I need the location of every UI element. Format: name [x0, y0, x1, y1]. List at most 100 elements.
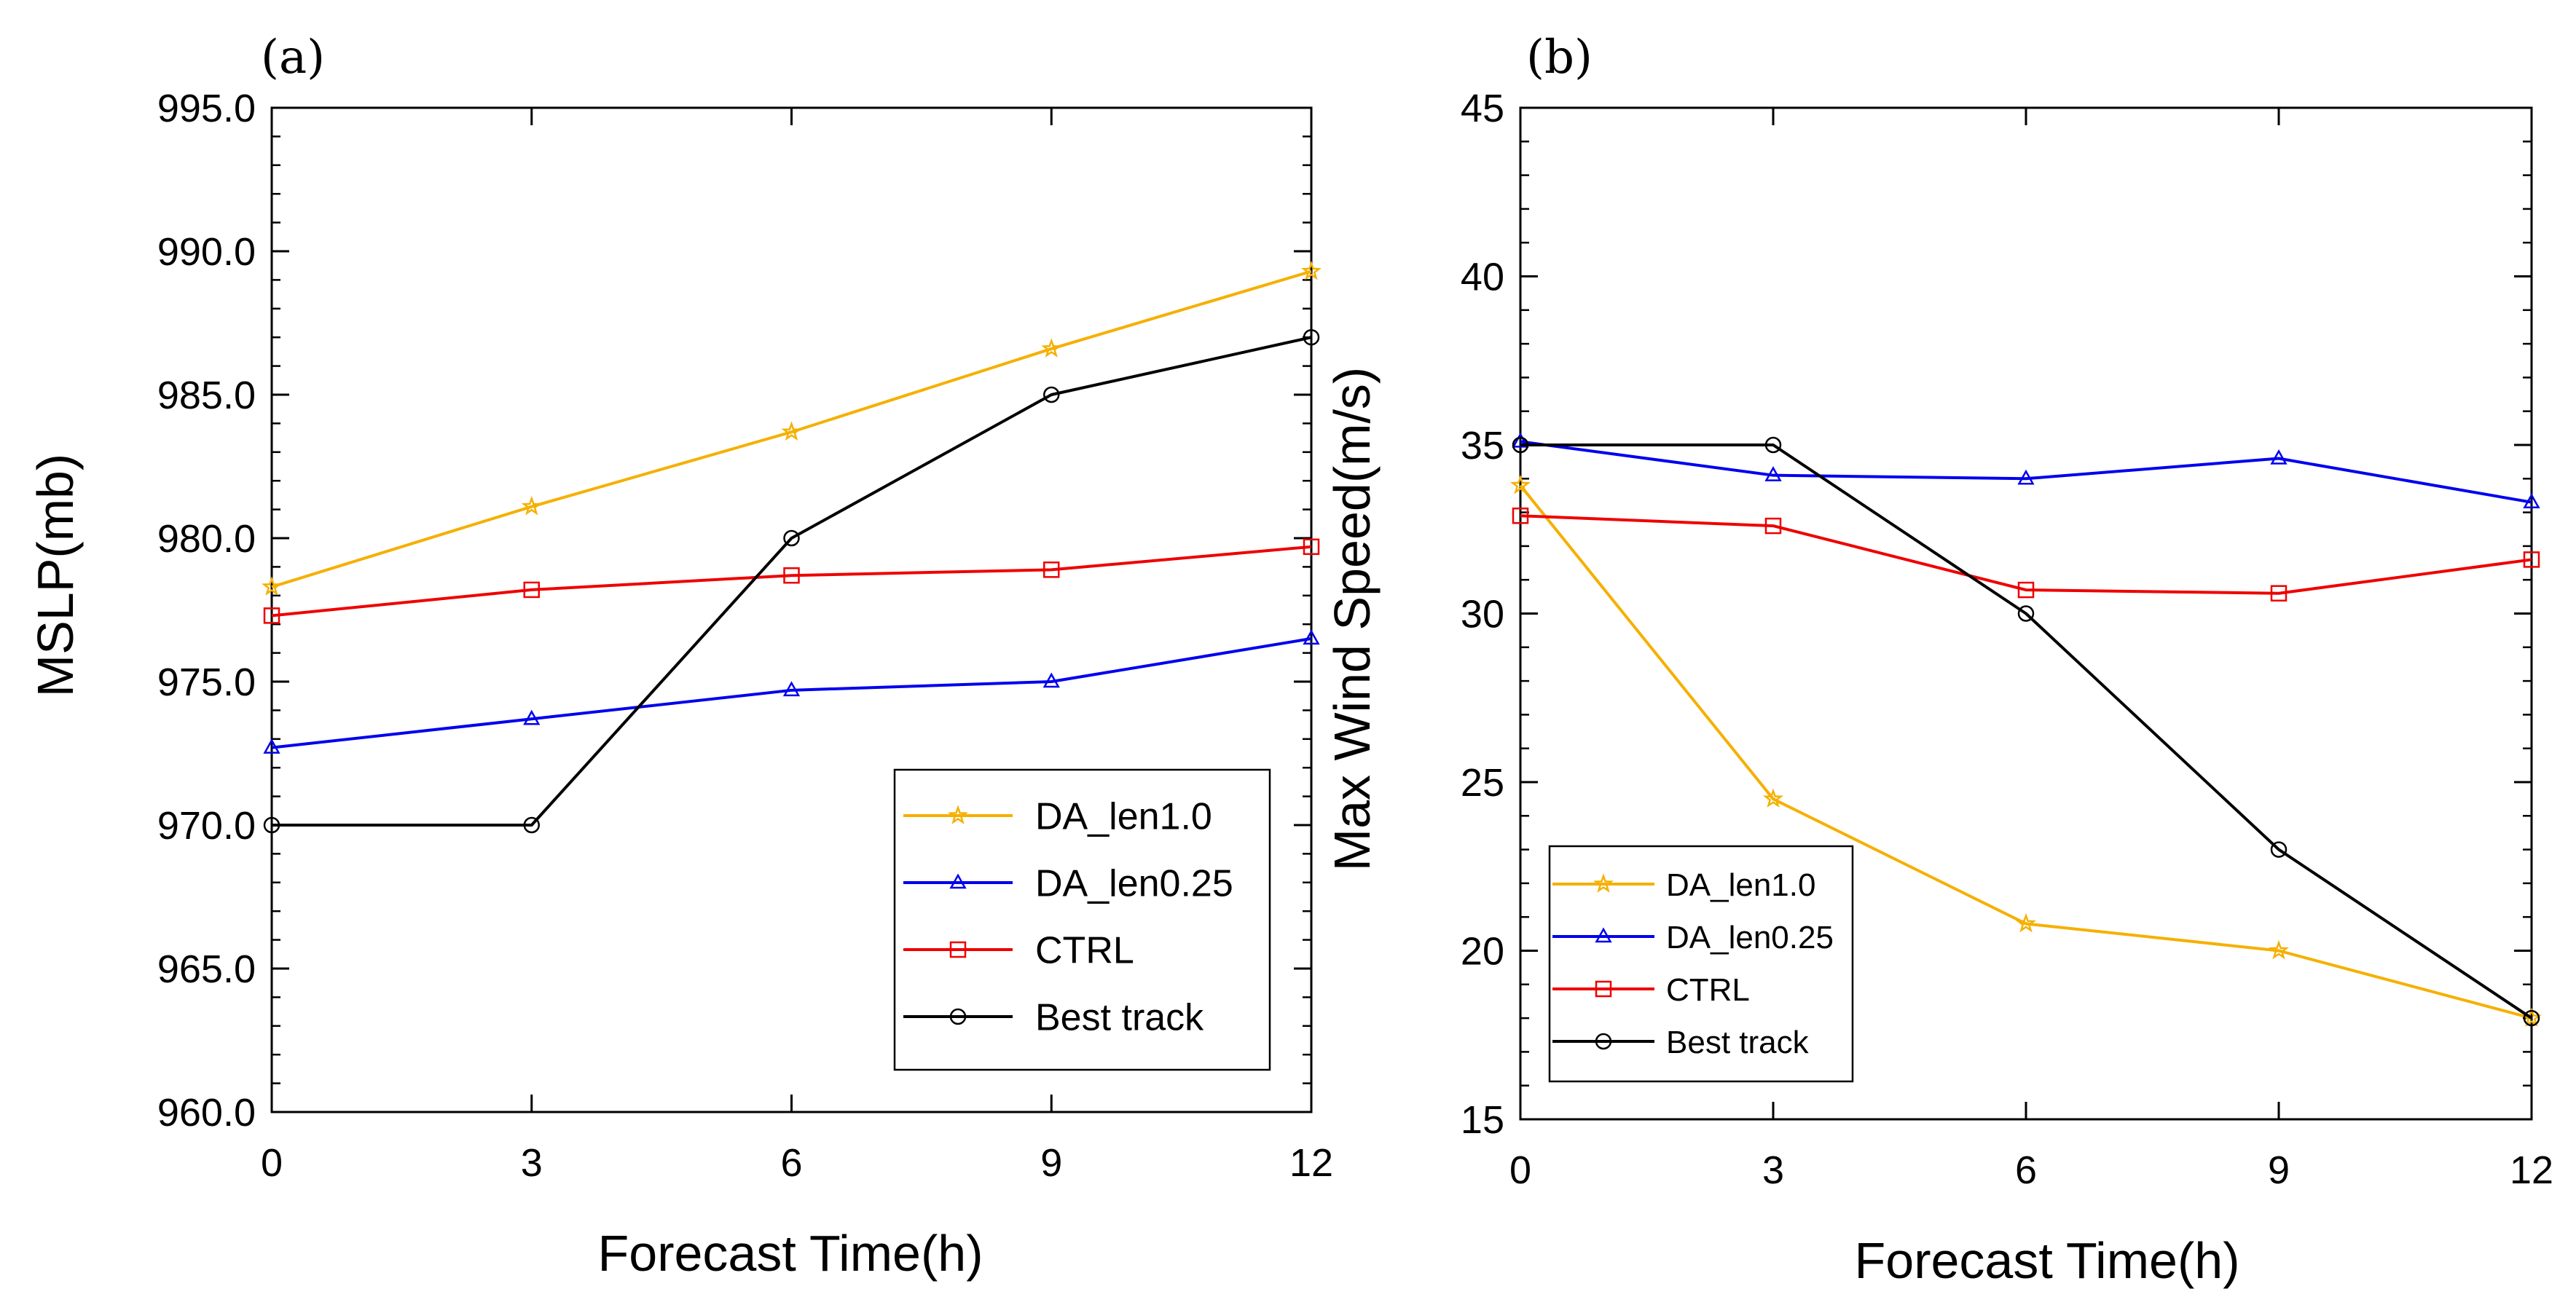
panel-b-legend-marker [1595, 927, 1612, 943]
panel-a-data-point-square [263, 607, 280, 624]
panel-b-data-point-triangle [1512, 432, 1529, 448]
panel-b-y-tick-label: 15 [1461, 1098, 1504, 1142]
panel-a-series-line-ctrl [271, 545, 1312, 618]
panel-a-y-axis-title: MSLP(mb) [27, 454, 84, 697]
panel-b-legend-marker [1593, 873, 1614, 893]
panel-a-legend-marker [949, 941, 967, 958]
panel-b-data-point-square [2270, 585, 2288, 602]
panel-a-legend-label: DA_len1.0 [1035, 796, 1212, 838]
panel-b-data-point-circle [1764, 436, 1782, 454]
panel-b-data-point-square [2523, 551, 2540, 568]
panel-a-data-point-square [523, 581, 540, 599]
panel-a-legend-label: DA_len0.25 [1035, 863, 1233, 905]
panel-b-legend-label: Best track [1666, 1025, 1810, 1060]
panel-a-data-point-triangle [263, 738, 280, 754]
panel-b-x-axis-title: Forecast Time(h) [1855, 1232, 2240, 1289]
panel-a-data-point-square [1303, 538, 1320, 556]
panel-a-y-tick-label: 975.0 [157, 661, 256, 704]
panel-b-label: (b) [1526, 31, 1593, 84]
panel-a-x-tick-label: 0 [261, 1141, 283, 1185]
panel-a-legend-marker [949, 1008, 967, 1025]
panel-a-data-point-circle [1303, 328, 1320, 346]
panel-a-x-tick-label: 9 [1040, 1141, 1062, 1185]
panel-a-data-point-square [1043, 561, 1060, 578]
panel-b-data-point-triangle [2523, 493, 2540, 508]
panel-a-series-line-best-track [272, 336, 1312, 827]
panel-a-data-point-star [1041, 338, 1062, 358]
panel-b-data-point-triangle [2017, 469, 2035, 485]
panel-b-data-point-square [1512, 507, 1529, 524]
panel-a-x-tick-label: 12 [1289, 1141, 1333, 1185]
panel-a-data-point-circle [523, 816, 540, 834]
panel-a-legend-marker [949, 873, 967, 889]
panel-b-series-line-best-track [1520, 443, 2533, 1020]
panel-a-y-tick-label: 970.0 [157, 804, 256, 848]
panel-b-legend: DA_len1.0 DA_len0.25 CTRL Best track [1548, 845, 1854, 1083]
panel-a-data-point-star [781, 421, 802, 441]
panel-a-y-tick-label: 990.0 [157, 230, 256, 274]
panel-a-data-point-square [783, 567, 800, 584]
panel-b-data-point-circle [1512, 436, 1529, 454]
panel-a-data-point-star [262, 576, 282, 596]
panel-a-x-tick-label: 6 [780, 1141, 802, 1185]
panel-b-data-point-circle [2523, 1009, 2540, 1027]
panel-a-data-point-circle [1043, 386, 1060, 403]
panel-b-x-tick-label: 0 [1509, 1148, 1531, 1192]
panel-b-y-axis-title: Max Wind Speed(m/s) [1324, 367, 1381, 871]
panel-a: (a) MSLP(mb) Forecast Time(h) 960.0 965.0… [27, 31, 1333, 1282]
panel-b-data-point-triangle [2270, 449, 2288, 465]
panel-a-x-tick-label: 3 [521, 1141, 543, 1185]
panel-b-y-tick-label: 40 [1461, 256, 1504, 299]
panel-a-data-point-circle [783, 529, 800, 547]
panel-b-x-tick-label: 12 [2510, 1148, 2553, 1192]
panel-a-data-point-triangle [1042, 672, 1060, 688]
panel-b-plot-area: 15 20 25 30 35 40 45 0 3 6 9 12 DA_len1.0 DA_len0.25 C… [1461, 87, 2553, 1192]
panel-b-data-point-square [1764, 517, 1782, 535]
panel-b-data-point-star [1510, 474, 1531, 494]
panel-a-y-tick-label: 960.0 [157, 1091, 256, 1135]
panel-a-series-line-da-len0-25 [271, 636, 1312, 749]
panel-b-x-tick-label: 6 [2015, 1148, 2037, 1192]
panel-a-legend: DA_len1.0 DA_len0.25 CTRL Best track [893, 768, 1271, 1071]
panel-b-y-tick-label: 30 [1461, 593, 1504, 636]
panel-a-data-point-triangle [523, 709, 541, 725]
panel-b-data-point-square [2017, 581, 2035, 599]
panel-b-legend-label: CTRL [1666, 972, 1750, 1008]
panel-b-data-point-star [1762, 788, 1784, 808]
panel-a-data-point-triangle [782, 681, 801, 697]
panel-a-legend-label: Best track [1035, 997, 1204, 1039]
panel-b-y-tick-label: 25 [1461, 761, 1504, 805]
panel-b-y-tick-label: 35 [1461, 424, 1504, 468]
panel-b-data-point-circle [2270, 841, 2288, 858]
panel-a-data-point-triangle [1303, 629, 1320, 645]
panel-b-data-point-triangle [1764, 466, 1782, 481]
panel-b-legend-label: DA_len0.25 [1666, 920, 1834, 955]
panel-b-series-line-ctrl [1520, 514, 2532, 595]
panel-a-y-tick-label: 965.0 [157, 947, 256, 991]
panel-a-y-tick-label: 995.0 [157, 87, 256, 130]
panel-a-legend-marker [947, 805, 969, 824]
panel-b-legend-marker [1595, 1033, 1612, 1050]
panel-b-legend-marker [1595, 980, 1612, 998]
panel-b-y-tick-label: 20 [1461, 930, 1504, 974]
panel-a-data-point-star [1301, 260, 1322, 280]
panel-a-data-point-circle [263, 816, 280, 834]
panel-b: (b) Max Wind Speed(m/s) Forecast Time(h)… [1324, 31, 2553, 1289]
panel-b-y-tick-label: 45 [1461, 87, 1504, 130]
panel-b-x-tick-label: 3 [1762, 1148, 1784, 1192]
panel-b-data-point-star [2016, 912, 2036, 933]
panel-b-data-point-star [2268, 939, 2290, 960]
panel-b-series-line-da-len1-0 [1519, 484, 2532, 1020]
panel-a-x-axis-title: Forecast Time(h) [598, 1225, 983, 1282]
panel-a-data-point-star [521, 496, 542, 516]
panel-a-plot-area: 960.0 965.0 970.0 975.0 980.0 985.0 990.0 995.0… [157, 87, 1333, 1185]
panel-b-x-tick-label: 9 [2268, 1148, 2290, 1192]
panel-a-y-tick-label: 980.0 [157, 517, 256, 561]
panel-b-series-line-da-len0-25 [1520, 440, 2532, 504]
panel-b-data-point-circle [2017, 605, 2035, 622]
panel-b-legend-label: DA_len1.0 [1666, 867, 1815, 903]
panel-a-label: (a) [261, 31, 325, 84]
panel-a-series-line-da-len1-0 [271, 269, 1312, 588]
panel-a-legend-label: CTRL [1035, 930, 1134, 972]
